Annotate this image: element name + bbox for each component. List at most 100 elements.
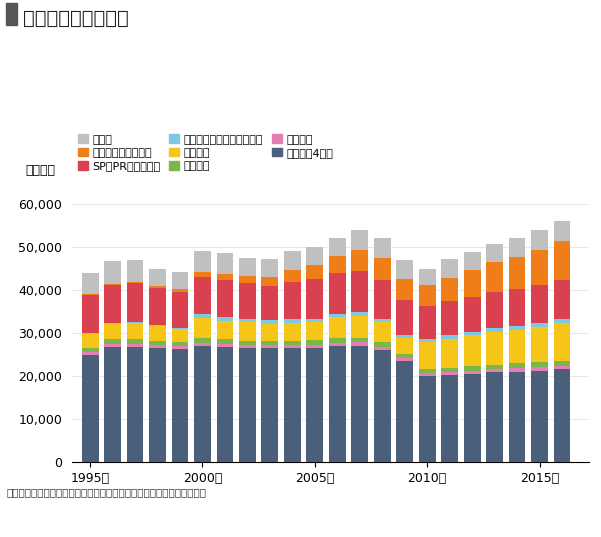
Bar — [127, 260, 144, 281]
Bar — [396, 354, 413, 358]
Bar — [239, 276, 256, 284]
Bar — [216, 347, 233, 462]
Bar — [374, 258, 391, 280]
Bar — [531, 371, 548, 462]
Bar — [239, 341, 256, 345]
Bar — [554, 241, 570, 280]
Bar — [508, 238, 525, 257]
Bar — [127, 322, 144, 323]
Bar — [261, 348, 278, 462]
Bar — [284, 345, 300, 348]
Bar — [554, 366, 570, 369]
Bar — [127, 281, 144, 283]
Bar — [171, 342, 188, 346]
Bar — [261, 259, 278, 277]
Bar — [307, 247, 323, 265]
Bar — [464, 371, 481, 374]
Text: （億円）: （億円） — [26, 164, 56, 177]
Bar — [396, 358, 413, 361]
Bar — [239, 319, 256, 322]
Bar — [149, 325, 166, 326]
Bar — [104, 324, 121, 339]
Bar — [82, 333, 99, 334]
Bar — [284, 340, 300, 345]
Bar — [149, 348, 166, 462]
Bar — [216, 339, 233, 344]
Bar — [104, 285, 121, 323]
Bar — [171, 289, 188, 292]
Bar — [261, 277, 278, 286]
Bar — [149, 345, 166, 348]
Bar — [531, 326, 548, 362]
Bar — [419, 339, 436, 342]
Bar — [464, 332, 481, 335]
Bar — [374, 322, 391, 342]
Bar — [82, 334, 99, 349]
Bar — [486, 332, 503, 365]
Bar — [284, 323, 300, 340]
Bar — [396, 361, 413, 462]
Bar — [554, 369, 570, 462]
Bar — [554, 319, 570, 323]
Bar — [104, 344, 121, 347]
Bar — [464, 374, 481, 462]
Bar — [216, 321, 233, 339]
Bar — [374, 280, 391, 319]
Bar — [171, 328, 188, 329]
Bar — [441, 372, 458, 375]
Bar — [82, 295, 99, 333]
Bar — [352, 338, 368, 343]
Bar — [194, 343, 211, 346]
Bar — [104, 323, 121, 324]
Bar — [419, 373, 436, 376]
Bar — [216, 274, 233, 280]
Bar — [374, 237, 391, 258]
Text: 広告業の売上高推移: 広告業の売上高推移 — [23, 9, 129, 28]
Bar — [284, 320, 300, 323]
Bar — [419, 376, 436, 462]
Bar — [508, 330, 525, 364]
Bar — [374, 319, 391, 322]
Bar — [352, 313, 368, 316]
Bar — [82, 355, 99, 462]
Bar — [329, 238, 346, 256]
Bar — [352, 346, 368, 462]
Bar — [441, 338, 458, 368]
Bar — [261, 345, 278, 348]
Bar — [261, 324, 278, 341]
Bar — [486, 263, 503, 292]
Bar — [441, 375, 458, 462]
Bar — [127, 283, 144, 322]
Bar — [149, 340, 166, 345]
Bar — [127, 323, 144, 339]
Bar — [531, 362, 548, 367]
Bar — [171, 349, 188, 462]
Bar — [531, 285, 548, 323]
Bar — [329, 346, 346, 462]
Bar — [307, 345, 323, 348]
Bar — [307, 265, 323, 279]
Bar — [374, 350, 391, 462]
Bar — [239, 284, 256, 319]
Bar — [261, 286, 278, 321]
Bar — [239, 258, 256, 276]
Bar — [419, 306, 436, 339]
Bar — [352, 250, 368, 271]
Bar — [307, 279, 323, 318]
Bar — [441, 278, 458, 301]
Bar — [419, 369, 436, 373]
Bar — [329, 314, 346, 317]
Bar — [396, 338, 413, 354]
Bar — [508, 368, 525, 372]
Bar — [307, 318, 323, 322]
Bar — [419, 285, 436, 306]
Bar — [352, 230, 368, 250]
Bar — [149, 288, 166, 325]
Bar — [329, 256, 346, 273]
Bar — [171, 272, 188, 289]
Bar — [486, 369, 503, 373]
Bar — [127, 344, 144, 347]
Bar — [194, 318, 211, 338]
Bar — [464, 366, 481, 371]
Bar — [216, 280, 233, 317]
